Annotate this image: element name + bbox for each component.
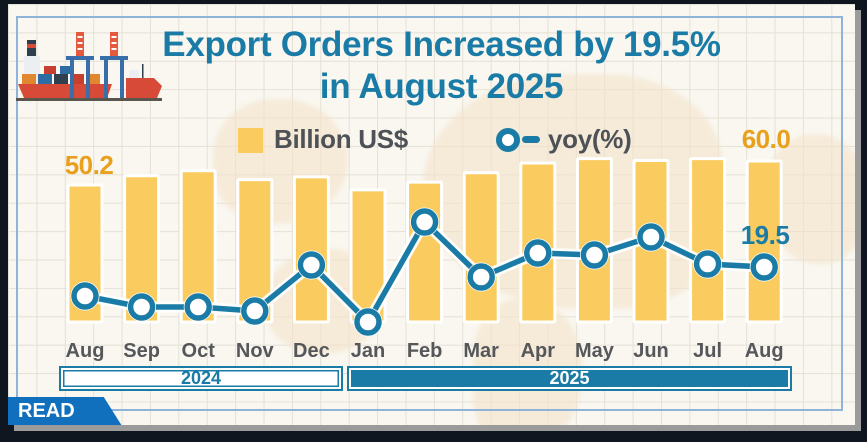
bar-legend-label: Billion US$ xyxy=(274,124,408,154)
title-line-1: Export Orders Increased by 19.5% xyxy=(162,25,721,64)
month-label-nov-2024: Nov xyxy=(235,340,274,362)
yoy-marker-nov-2024 xyxy=(241,297,269,325)
month-label-aug-2024: Aug xyxy=(65,340,105,362)
month-label-feb-2025: Feb xyxy=(406,340,443,362)
month-label-jun-2025: Jun xyxy=(633,340,669,362)
year-band-2025: 2025 xyxy=(347,366,792,391)
read-button[interactable]: READ xyxy=(8,397,122,425)
yoy-marker-jan-2025 xyxy=(354,308,382,336)
page-title: Export Orders Increased by 19.5% in Augu… xyxy=(98,24,785,108)
month-label-oct-2024: Oct xyxy=(181,340,215,362)
month-label-mar-2025: Mar xyxy=(463,340,499,362)
bar-may-2025 xyxy=(575,157,613,324)
yoy-marker-apr-2025 xyxy=(524,239,552,267)
bar-jul-2025 xyxy=(689,157,727,324)
title-line-2: in August 2025 xyxy=(319,67,564,106)
month-label-jul-2025: Jul xyxy=(693,340,723,362)
month-label-dec-2024: Dec xyxy=(293,340,330,362)
ship-bow xyxy=(126,78,162,98)
line-legend-marker-icon xyxy=(496,128,520,152)
yoy-marker-dec-2024 xyxy=(297,251,326,279)
yoy-marker-mar-2025 xyxy=(467,263,495,291)
chart-page: Export Orders Increased by 19.5% in Augu… xyxy=(8,4,855,425)
last-yoy-value-label: 19.5 xyxy=(740,220,790,250)
yoy-marker-sep-2024 xyxy=(127,293,156,321)
yoy-marker-aug-2024 xyxy=(71,282,99,310)
month-label-jan-2025: Jan xyxy=(350,340,386,362)
yoy-marker-oct-2024 xyxy=(184,293,212,321)
year-band-2024-label: 2024 xyxy=(180,368,222,388)
combo-chart xyxy=(66,157,783,337)
bar-legend-swatch-icon xyxy=(238,128,263,153)
first-bar-value-label: 50.2 xyxy=(64,150,114,180)
last-bar-value-label: 60.0 xyxy=(741,124,791,154)
dock xyxy=(16,98,162,101)
bar-oct-2024 xyxy=(179,169,217,324)
bar-sep-2024 xyxy=(123,174,161,324)
cargo-ship-illustration xyxy=(16,32,162,101)
yoy-marker-feb-2025 xyxy=(410,208,439,236)
yoy-marker-aug-2025 xyxy=(750,253,778,281)
yoy-marker-may-2025 xyxy=(580,241,609,269)
port-crane xyxy=(66,32,94,98)
year-band-2024: 2024 xyxy=(59,366,343,391)
bar-mar-2025 xyxy=(462,171,500,324)
port-crane xyxy=(100,32,128,98)
ship-superstructure xyxy=(24,56,40,74)
bar-dec-2024 xyxy=(292,175,330,324)
chart-legend: Billion US$ yoy(%) xyxy=(8,122,855,156)
bar-aug-2025 xyxy=(745,159,783,324)
year-axis: 2024 2025 xyxy=(59,366,792,391)
line-legend-label: yoy(%) xyxy=(548,124,632,154)
line-legend-marker-icon xyxy=(522,136,540,143)
yoy-marker-jul-2025 xyxy=(693,250,722,278)
month-label-may-2025: May xyxy=(574,340,614,362)
month-label-apr-2025: Apr xyxy=(520,340,556,362)
yoy-marker-jun-2025 xyxy=(637,223,665,251)
month-label-aug-2025: Aug xyxy=(744,340,784,362)
year-band-2025-label: 2025 xyxy=(549,368,590,388)
month-label-sep-2024: Sep xyxy=(123,340,160,362)
